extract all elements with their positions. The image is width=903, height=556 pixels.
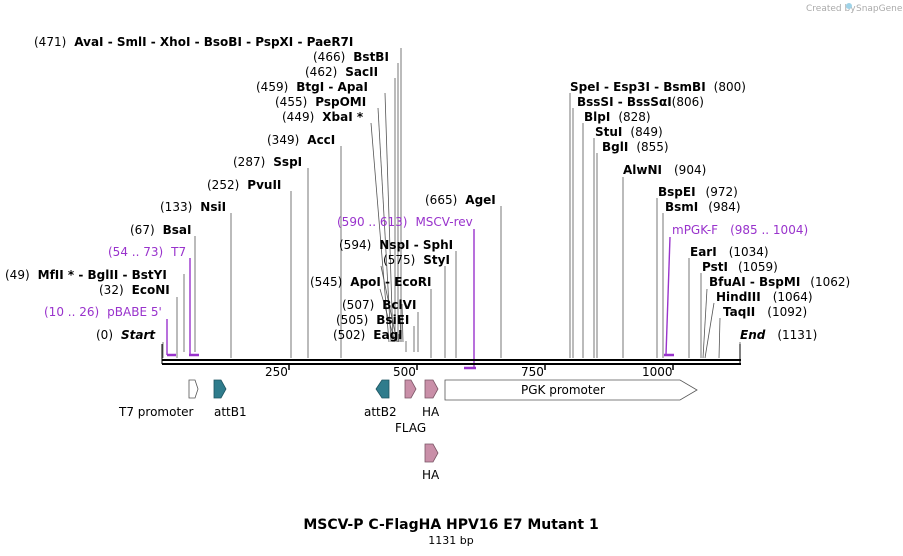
tick-250: 250 — [265, 365, 288, 379]
site-label[interactable]: (459) BtgI - ApaI — [256, 80, 368, 94]
site-label[interactable]: SpeI - Esp3I - BsmBI (800) — [570, 80, 746, 94]
tick-1000: 1000 — [642, 365, 673, 379]
site-label[interactable]: (502) EagI — [333, 328, 403, 342]
site-label[interactable]: (449) XbaI * — [282, 110, 364, 124]
site-label[interactable]: BglI (855) — [602, 140, 669, 154]
tick-750: 750 — [521, 365, 544, 379]
site-label[interactable]: (466) BstBI — [313, 50, 389, 64]
map-title: MSCV-P C-FlagHA HPV16 E7 Mutant 1 — [303, 517, 598, 533]
attb2-arrow[interactable] — [375, 379, 390, 399]
primer-label[interactable]: (54 .. 73) T7 — [108, 245, 186, 259]
site-label[interactable]: BssSI - BssSαI(806) — [577, 95, 704, 109]
feature-label-ha-2: HA — [422, 468, 440, 482]
site-label[interactable]: (665) AgeI — [425, 193, 496, 207]
site-label[interactable]: BsmI (984) — [665, 200, 741, 214]
site-label[interactable]: (133) NsiI — [160, 200, 226, 214]
features: T7 promoter attB1 attB2 FLAG HA PGK prom… — [118, 379, 698, 482]
site-labels: (471) AvaI - SmlI - XhoI - BsoBI - PspXI … — [5, 35, 850, 342]
attb1-arrow[interactable] — [213, 379, 227, 399]
flag-arrow[interactable] — [404, 379, 417, 399]
site-label[interactable]: (252) PvuII — [207, 178, 281, 192]
primer-labels: (590 .. 613) MSCV-rev (54 .. 73) T7 (10 ..… — [44, 215, 808, 319]
backbone — [161, 344, 741, 365]
site-label[interactable]: EarI (1034) — [690, 245, 769, 259]
tick-500: 500 — [393, 365, 416, 379]
feature-label-ha: HA — [422, 405, 440, 419]
site-label[interactable]: (594) NspI - SphI — [339, 238, 453, 252]
site-label[interactable]: PstI (1059) — [702, 260, 778, 274]
site-label[interactable]: (545) ApoI - EcoRI — [310, 275, 431, 289]
site-label-start[interactable]: (0) Start — [96, 328, 156, 342]
primer-label[interactable]: (10 .. 26) pBABE 5' — [44, 305, 162, 319]
primer-connectors — [166, 229, 671, 368]
feature-label-t7-promoter: T7 promoter — [118, 405, 194, 419]
site-label[interactable]: (462) SacII — [305, 65, 378, 79]
site-label[interactable]: BfuAI - BspMI (1062) — [709, 275, 850, 289]
pgk-promoter-arrow[interactable] — [444, 379, 698, 401]
snapgene-credit: Created by SnapGene — [806, 3, 903, 14]
snapgene-logo-icon — [846, 3, 852, 9]
site-label[interactable]: (505) BsiEI — [336, 313, 409, 327]
site-label[interactable]: BspEI (972) — [658, 185, 738, 199]
site-label[interactable]: BlpI (828) — [584, 110, 651, 124]
site-label[interactable]: AlwNI (904) — [623, 163, 706, 177]
site-label[interactable]: StuI (849) — [595, 125, 663, 139]
site-label[interactable]: (575) StyI — [383, 253, 450, 267]
feature-label-pgk-promoter: PGK promoter — [521, 383, 605, 397]
feature-label-flag: FLAG — [395, 421, 426, 435]
site-label[interactable]: (471) AvaI - SmlI - XhoI - BsoBI - PspXI … — [34, 35, 353, 49]
primer-arrows — [167, 353, 674, 370]
site-label-end[interactable]: End (1131) — [740, 328, 817, 342]
site-label[interactable]: TaqII (1092) — [723, 305, 807, 319]
feature-label-attb2: attB2 — [364, 405, 397, 419]
site-label[interactable]: (287) SspI — [233, 155, 302, 169]
site-label[interactable]: HindIII (1064) — [716, 290, 813, 304]
ha-arrow-2[interactable] — [424, 443, 439, 463]
site-label[interactable]: (67) BsaI — [130, 223, 192, 237]
site-label[interactable]: (455) PspOMI — [275, 95, 366, 109]
brand-text: SnapGene — [856, 4, 903, 14]
scale-ticks: 250 500 750 1000 — [265, 364, 674, 379]
site-label[interactable]: (32) EcoNI — [99, 283, 170, 297]
feature-label-attb1: attB1 — [214, 405, 247, 419]
ha-arrow[interactable] — [424, 379, 439, 399]
t7-promoter-arrow[interactable] — [188, 379, 199, 399]
site-label[interactable]: (507) BclVI — [342, 298, 416, 312]
site-connectors — [162, 48, 741, 359]
map-length: 1131 bp — [428, 534, 473, 547]
site-label[interactable]: (349) AccI — [267, 133, 335, 147]
site-label[interactable]: (49) MfII * - BglII - BstYI — [5, 268, 167, 282]
credit-text: Created by — [806, 4, 856, 14]
primer-label[interactable]: (590 .. 613) MSCV-rev — [337, 215, 473, 229]
primer-label[interactable]: mPGK-F (985 .. 1004) — [672, 223, 808, 237]
